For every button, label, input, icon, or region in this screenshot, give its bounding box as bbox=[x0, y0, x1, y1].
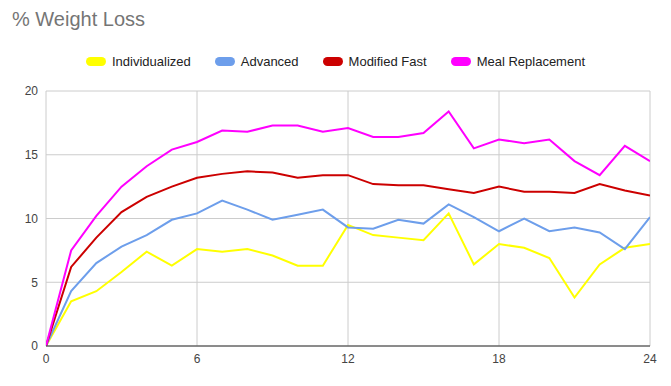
svg-text:12: 12 bbox=[341, 352, 355, 366]
svg-text:6: 6 bbox=[194, 352, 201, 366]
svg-text:18: 18 bbox=[492, 352, 506, 366]
svg-text:0: 0 bbox=[43, 352, 50, 366]
html-text:Modified Fast: Modified Fast bbox=[348, 54, 427, 69]
svg-text:24: 24 bbox=[643, 352, 657, 366]
html-text:Advanced: Advanced bbox=[240, 54, 299, 69]
svg-text:10: 10 bbox=[25, 212, 39, 226]
html-text:% Weight Loss: % Weight Loss bbox=[12, 8, 145, 30]
svg-text:15: 15 bbox=[25, 148, 39, 162]
svg-text:0: 0 bbox=[31, 339, 38, 353]
html-text:Meal Replacement: Meal Replacement bbox=[476, 54, 585, 69]
svg-text:20: 20 bbox=[25, 84, 39, 98]
svg-text:5: 5 bbox=[31, 276, 38, 290]
html-text:Individualized: Individualized bbox=[112, 54, 191, 69]
